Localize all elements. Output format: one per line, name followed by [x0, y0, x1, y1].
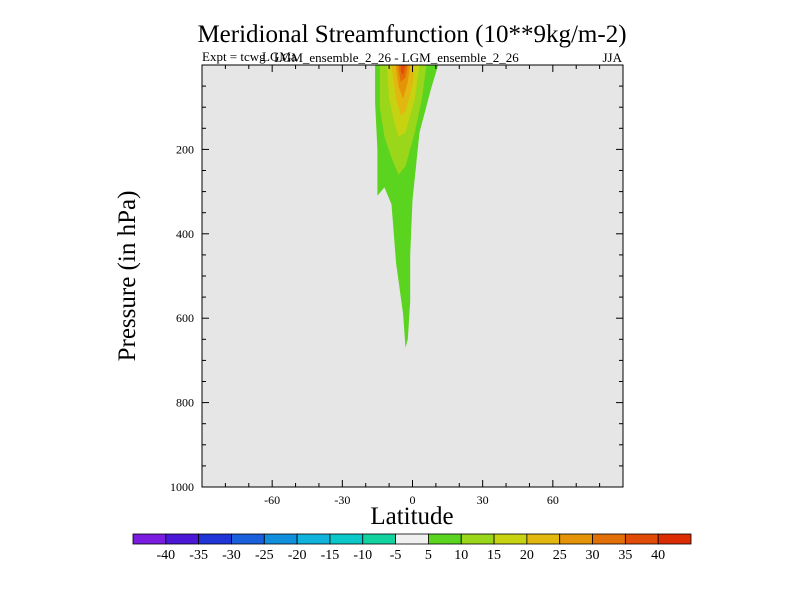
colorbar-swatch: [395, 533, 429, 545]
colorbar-swatch: [592, 533, 626, 545]
colorbar-tick-label: 5: [425, 548, 432, 563]
colorbar-swatch: [132, 533, 167, 545]
colorbar-tick-label: -35: [189, 548, 208, 563]
colorbar-swatch: [657, 533, 692, 545]
colorbar: -40 -35 -30 -25 -20 -15 -10 -5 5 10 15 20 25 30 35 40: [132, 533, 692, 563]
colorbar-swatch: [198, 533, 232, 545]
colorbar-tick-label: -20: [288, 548, 307, 563]
y-tick-label: 800: [176, 396, 194, 410]
colorbar-swatch: [362, 533, 396, 545]
x-tick-label: -30: [334, 493, 350, 507]
colorbar-swatch: [231, 533, 265, 545]
x-tick-label: 60: [547, 493, 559, 507]
y-tick-label: 400: [176, 227, 194, 241]
colorbar-tick-label: -5: [390, 548, 402, 563]
contour-layer: [375, 65, 439, 348]
colorbar-swatch: [165, 533, 200, 545]
colorbar-tick-label: -25: [255, 548, 274, 563]
experiment-label: Expt = tcwg: [202, 49, 266, 64]
colorbar-swatch: [296, 533, 331, 545]
colorbar-swatch: [624, 533, 659, 545]
colorbar-tick-label: -15: [321, 548, 340, 563]
y-tick-label: 1000: [170, 480, 194, 494]
y-tick-label: 200: [176, 142, 194, 156]
colorbar-swatch: [526, 533, 561, 545]
colorbar-swatch: [493, 533, 528, 545]
colorbar-tick-label: 10: [454, 548, 468, 563]
x-axis-label: Latitude: [370, 503, 453, 530]
x-tick-label: 30: [477, 493, 489, 507]
experiment-name: LGM_ensemble_2_26 - LGM_ensemble_2_26: [274, 50, 519, 65]
plot-frame: [201, 64, 624, 488]
x-tick-label: 0: [410, 493, 416, 507]
x-axis: -60 -30 0 30 60: [264, 493, 559, 507]
colorbar-tick-label: -30: [222, 548, 241, 563]
colorbar-swatch: [263, 533, 298, 545]
y-axis-label: Pressure (in hPa): [114, 191, 141, 362]
x-tick-label: -60: [264, 493, 280, 507]
contour-level-35: [400, 65, 406, 76]
colorbar-swatch: [428, 533, 462, 545]
colorbar-tick-label: 35: [618, 548, 632, 563]
colorbar-tick-label: 40: [651, 548, 665, 563]
y-tick-label: 600: [176, 311, 194, 325]
experiment-overlap-text: LGMa: [262, 49, 297, 64]
colorbar-tick-label: -40: [156, 548, 175, 563]
season-label: JJA: [602, 50, 622, 65]
y-axis: 200 400 600 800 1000: [170, 142, 194, 494]
colorbar-tick-label: 30: [586, 548, 600, 563]
colorbar-swatch: [559, 533, 593, 545]
colorbar-tick-label: 15: [487, 548, 501, 563]
colorbar-tick-label: -10: [353, 548, 372, 563]
colorbar-tick-label: 20: [520, 548, 534, 563]
colorbar-swatch: [460, 533, 495, 545]
axis-frame: [202, 65, 623, 487]
colorbar-tick-label: 25: [553, 548, 567, 563]
colorbar-swatch: [329, 533, 364, 545]
chart-title: Meridional Streamfunction (10**9kg/m-2): [197, 21, 626, 48]
